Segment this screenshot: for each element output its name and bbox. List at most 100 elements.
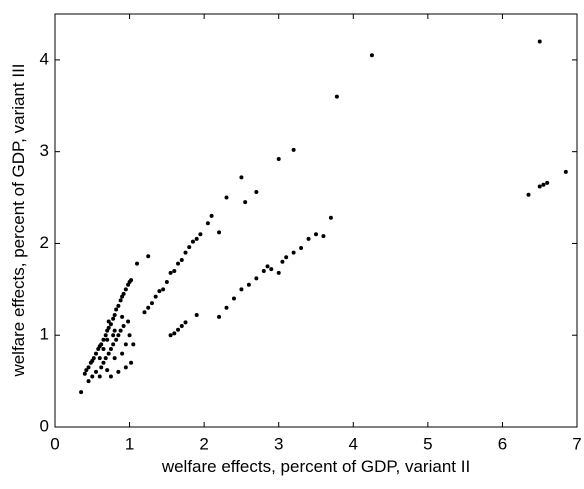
x-tick-label: 4 [349, 434, 358, 453]
point [118, 328, 123, 333]
point [114, 337, 119, 342]
point [114, 307, 119, 312]
point [97, 356, 102, 361]
point [84, 368, 89, 373]
point [112, 313, 117, 318]
point [121, 291, 126, 296]
point [97, 374, 102, 379]
point [135, 261, 140, 266]
point [111, 342, 116, 347]
point [161, 287, 166, 292]
point [112, 328, 117, 333]
point [86, 379, 91, 384]
point [86, 365, 91, 370]
point [142, 310, 147, 315]
point [123, 287, 128, 292]
point [190, 239, 195, 244]
point [120, 314, 125, 319]
point [101, 346, 106, 351]
point [118, 298, 123, 303]
point [108, 374, 113, 379]
point [334, 94, 339, 99]
point [537, 184, 542, 189]
point [105, 337, 110, 342]
point [111, 333, 116, 338]
point [168, 270, 173, 275]
point [224, 195, 229, 200]
point [157, 289, 162, 294]
point [90, 374, 95, 379]
point [224, 305, 229, 310]
point [106, 325, 111, 330]
point [246, 282, 251, 287]
point [79, 390, 84, 395]
point [306, 236, 311, 241]
point [276, 270, 281, 275]
point [101, 337, 106, 342]
y-tick-label: 1 [40, 325, 49, 344]
point [209, 213, 214, 218]
point [172, 331, 177, 336]
point [146, 254, 151, 259]
point [269, 267, 274, 272]
point [265, 264, 270, 269]
point [99, 365, 104, 370]
point [106, 319, 111, 324]
point [146, 305, 151, 310]
point [121, 324, 126, 329]
point [194, 313, 199, 318]
point [526, 192, 531, 197]
point [254, 190, 259, 195]
point [103, 356, 108, 361]
point [106, 351, 111, 356]
point [291, 147, 296, 152]
point [187, 245, 192, 250]
point [129, 278, 134, 283]
y-tick-label: 2 [40, 233, 49, 252]
point [116, 333, 121, 338]
x-tick-label: 2 [199, 434, 208, 453]
point [243, 200, 248, 205]
point [126, 319, 131, 324]
point [91, 356, 96, 361]
point [183, 250, 188, 255]
point [99, 342, 104, 347]
point [176, 261, 181, 266]
point [176, 327, 181, 332]
point [183, 320, 188, 325]
point [172, 268, 177, 273]
point [94, 369, 99, 374]
point [280, 259, 285, 264]
point [563, 169, 568, 174]
point [328, 215, 333, 220]
point [116, 303, 121, 308]
y-tick-label: 3 [40, 141, 49, 160]
point [164, 279, 169, 284]
x-tick-label: 7 [572, 434, 581, 453]
point [116, 369, 121, 374]
point [101, 360, 106, 365]
x-tick-label: 6 [498, 434, 507, 453]
point [179, 324, 184, 329]
point [103, 333, 108, 338]
point [541, 182, 546, 187]
point [254, 276, 259, 281]
point [205, 221, 210, 226]
point [149, 301, 154, 306]
x-tick-label: 5 [423, 434, 432, 453]
x-tick-label: 0 [50, 434, 59, 453]
point [105, 368, 110, 373]
point [291, 250, 296, 255]
point [231, 296, 236, 301]
x-tick-label: 1 [125, 434, 134, 453]
point [369, 53, 374, 58]
point [129, 360, 134, 365]
x-tick-label: 3 [274, 434, 283, 453]
point [299, 246, 304, 251]
point [179, 257, 184, 262]
point [168, 333, 173, 338]
point [108, 346, 113, 351]
point [120, 351, 125, 356]
